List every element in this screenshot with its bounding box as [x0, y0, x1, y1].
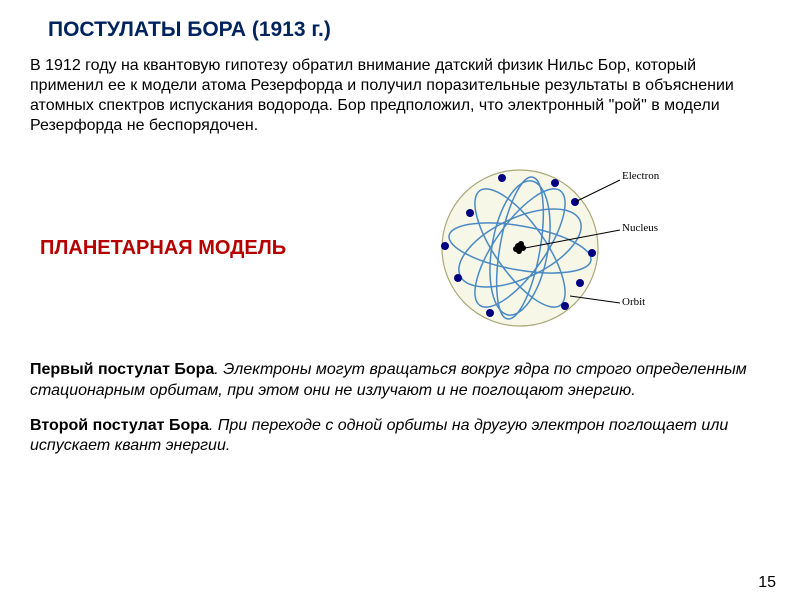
slide-title: ПОСТУЛАТЫ БОРА (1913 г.): [48, 18, 770, 42]
electron-label: Electron: [622, 170, 659, 182]
orbit-label: Orbit: [622, 296, 645, 308]
postulate-1: Первый постулат Бора. Электроны могут вр…: [30, 360, 770, 402]
nucleus-label: Nucleus: [622, 222, 658, 234]
postulate-1-head: Первый постулат Бора: [30, 361, 214, 378]
page-number: 15: [758, 574, 776, 592]
model-row: ПЛАНЕТАРНАЯ МОДЕЛЬ: [30, 158, 770, 338]
model-label: ПЛАНЕТАРНАЯ МОДЕЛЬ: [30, 237, 330, 260]
planetary-model-diagram: Electron Nucleus Orbit: [330, 158, 670, 338]
intro-paragraph: В 1912 году на квантовую гипотезу обрати…: [30, 56, 770, 136]
postulate-2: Второй постулат Бора. При переходе с одн…: [30, 416, 770, 458]
postulate-2-head: Второй постулат Бора: [30, 417, 209, 434]
